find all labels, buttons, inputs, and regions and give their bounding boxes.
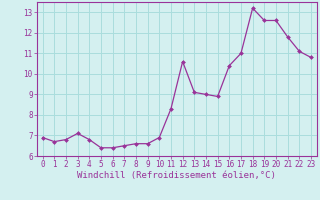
X-axis label: Windchill (Refroidissement éolien,°C): Windchill (Refroidissement éolien,°C)	[77, 171, 276, 180]
